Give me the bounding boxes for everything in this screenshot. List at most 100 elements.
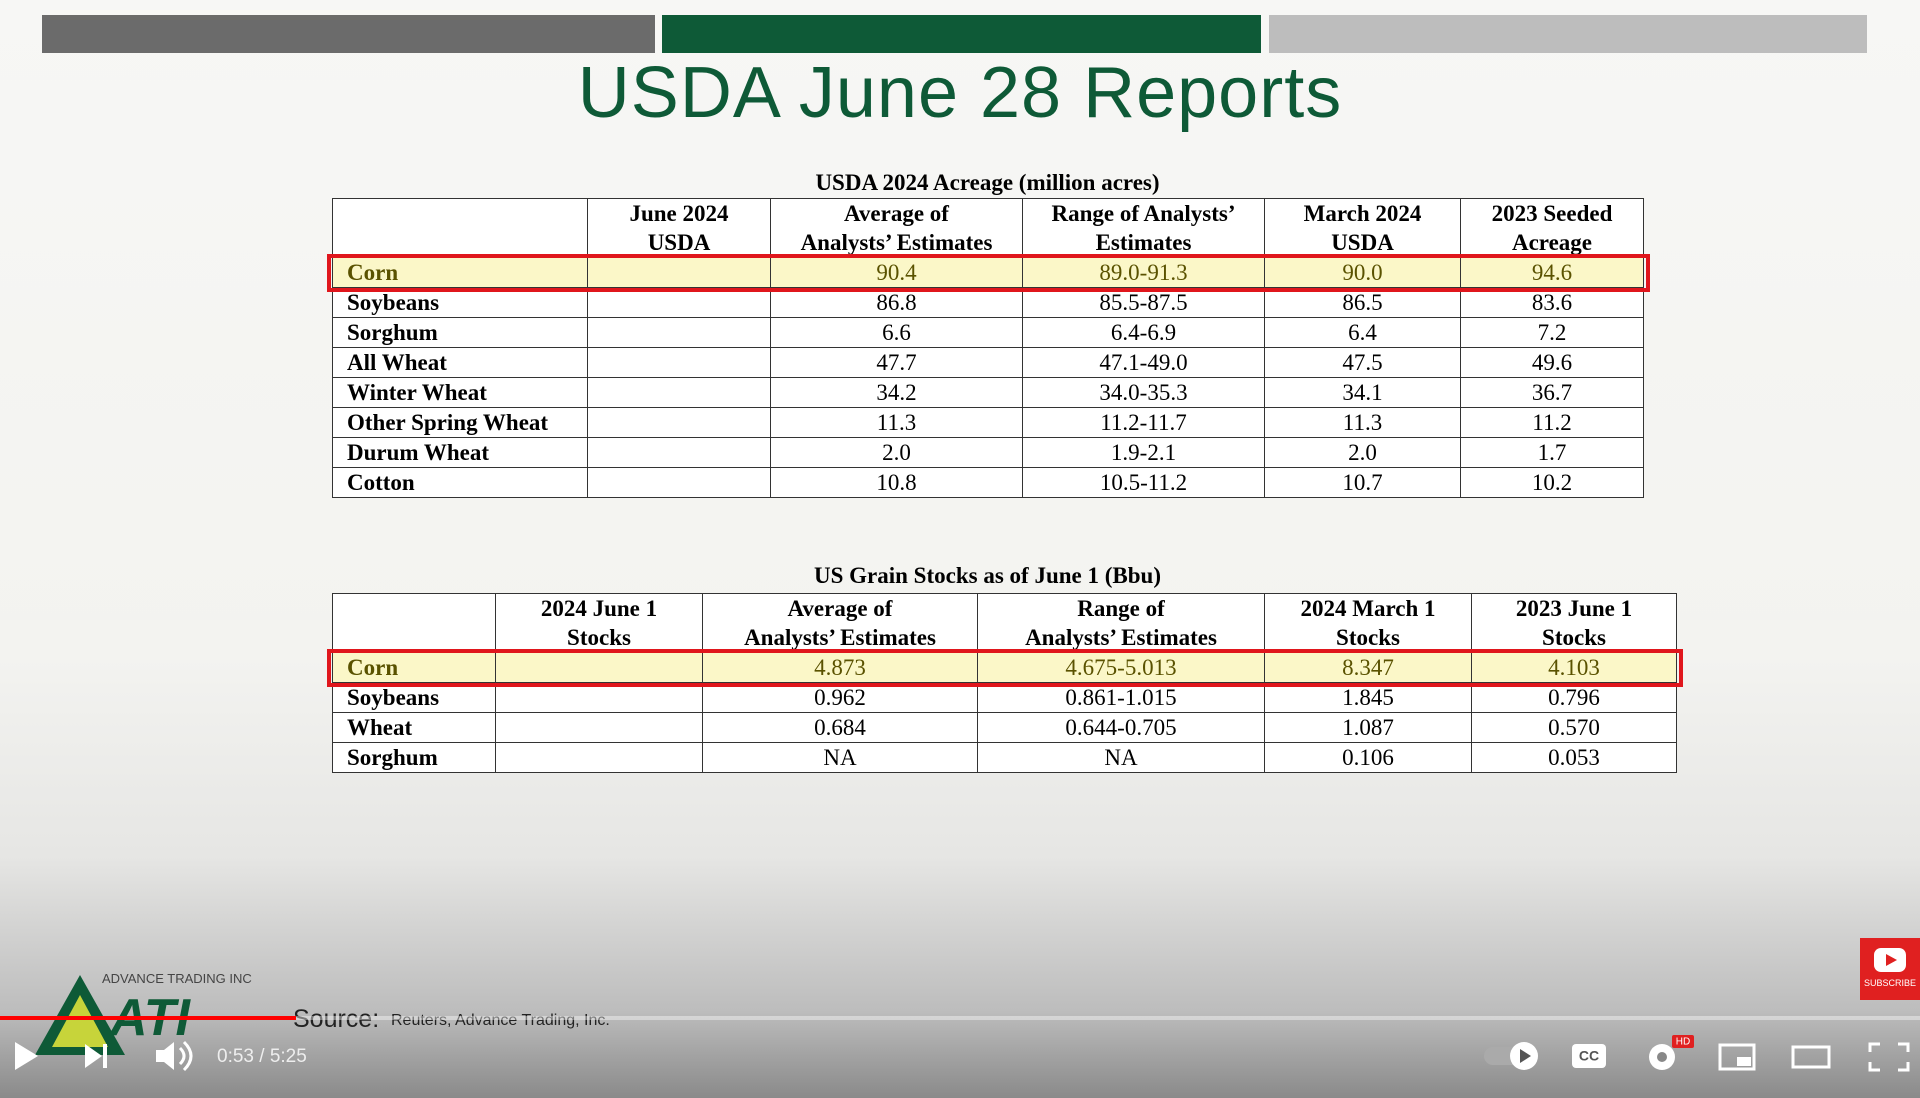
header-line: Analysts’ Estimates	[800, 230, 993, 255]
data-row: Soybeans 86.8 85.5-87.5 86.5 83.6	[332, 287, 1644, 318]
row-label: All Wheat	[332, 347, 588, 378]
cell: 2.0	[770, 437, 1023, 468]
autoplay-toggle[interactable]	[1484, 1042, 1538, 1070]
row-label: Durum Wheat	[332, 437, 588, 468]
header-cell: June 2024 USDA	[587, 198, 771, 258]
header-cell: Average of Analysts’ Estimates	[770, 198, 1023, 258]
progress-bar[interactable]	[0, 1016, 296, 1020]
cell: 47.5	[1264, 347, 1461, 378]
theater-button[interactable]	[1791, 1045, 1831, 1069]
deco-bar	[1269, 15, 1867, 53]
header-cell	[332, 593, 496, 653]
row-label: Wheat	[332, 712, 496, 743]
cell: 0.684	[702, 712, 978, 743]
subscribe-label: SUBSCRIBE	[1863, 978, 1916, 988]
ati-logo: ADVANCE TRADING INC ATI	[35, 971, 252, 1055]
cell: 11.3	[1264, 407, 1461, 438]
cell: 1.845	[1264, 682, 1472, 713]
next-button[interactable]	[85, 1044, 107, 1068]
cell	[587, 437, 771, 468]
header-line: Average of	[844, 201, 949, 226]
row-label: Sorghum	[332, 317, 588, 348]
row-label: Corn	[332, 652, 496, 683]
cell: 0.106	[1264, 742, 1472, 773]
cell: 86.8	[770, 287, 1023, 318]
header-cell: 2024 June 1 Stocks	[495, 593, 703, 653]
deco-bar	[662, 15, 1261, 53]
cell: 49.6	[1460, 347, 1644, 378]
cell: 1.087	[1264, 712, 1472, 743]
row-label: Winter Wheat	[332, 377, 588, 408]
captions-button[interactable]: CC	[1572, 1044, 1606, 1068]
cell	[587, 347, 771, 378]
cell: 10.2	[1460, 467, 1644, 498]
header-line: USDA	[1331, 230, 1394, 255]
header-line: 2023 Seeded	[1491, 201, 1613, 226]
data-row: Soybeans 0.962 0.861-1.015 1.845 0.796	[332, 682, 1677, 713]
cell: NA	[977, 742, 1265, 773]
cell: 6.4-6.9	[1022, 317, 1265, 348]
cell: 10.7	[1264, 467, 1461, 498]
header-line: Range of	[1077, 596, 1165, 621]
header-line: Analysts’ Estimates	[1025, 625, 1217, 650]
cell	[495, 712, 703, 743]
row-label: Sorghum	[332, 742, 496, 773]
data-row: Cotton 10.8 10.5-11.2 10.7 10.2	[332, 467, 1644, 498]
cell	[495, 682, 703, 713]
cell: 34.0-35.3	[1022, 377, 1265, 408]
data-row: Wheat 0.684 0.644-0.705 1.087 0.570	[332, 712, 1677, 743]
cell: 4.675-5.013	[977, 652, 1265, 683]
cell: 0.861-1.015	[977, 682, 1265, 713]
volume-button[interactable]	[156, 1040, 193, 1072]
cell: 90.4	[770, 257, 1023, 288]
cell: 2.0	[1264, 437, 1461, 468]
cell: NA	[702, 742, 978, 773]
cell: 0.644-0.705	[977, 712, 1265, 743]
cell: 0.796	[1471, 682, 1677, 713]
data-row: Other Spring Wheat 11.3 11.2-11.7 11.3 11.2	[332, 407, 1644, 438]
header-cell: Range of Analysts’ Estimates	[1022, 198, 1265, 258]
player-controls: 0:53 / 5:25 CC HD	[0, 1016, 1920, 1072]
settings-button[interactable]: HD	[1649, 1035, 1694, 1070]
source-text: Reuters, Advance Trading, Inc.	[391, 1012, 610, 1029]
cell	[587, 377, 771, 408]
cell	[587, 257, 771, 288]
subscribe-button[interactable]: SUBSCRIBE	[1860, 938, 1920, 1000]
cell: 6.6	[770, 317, 1023, 348]
cell: 7.2	[1460, 317, 1644, 348]
cell: 90.0	[1264, 257, 1461, 288]
play-button[interactable]	[15, 1042, 38, 1070]
header-cell: 2023 June 1 Stocks	[1471, 593, 1677, 653]
row-label: Other Spring Wheat	[332, 407, 588, 438]
row-label: Soybeans	[332, 682, 496, 713]
cell: 11.2-11.7	[1022, 407, 1265, 438]
header-line: Range of Analysts’	[1051, 201, 1236, 226]
data-row: Corn 90.4 89.0-91.3 90.0 94.6	[332, 257, 1644, 288]
cell: 94.6	[1460, 257, 1644, 288]
header-cell: Range of Analysts’ Estimates	[977, 593, 1265, 653]
cell: 11.2	[1460, 407, 1644, 438]
cell: 47.7	[770, 347, 1023, 378]
header-cell: March 2024 USDA	[1264, 198, 1461, 258]
header-line: March 2024	[1303, 201, 1422, 226]
hd-badge: HD	[1676, 1037, 1690, 1048]
miniplayer-button[interactable]	[1718, 1043, 1756, 1071]
header-row: 2024 June 1 Stocks Average of Analysts’ Est…	[332, 593, 1677, 653]
cell: 0.053	[1471, 742, 1677, 773]
header-cell: 2023 Seeded Acreage	[1460, 198, 1644, 258]
cell	[587, 317, 771, 348]
cell: 34.1	[1264, 377, 1461, 408]
data-row: Sorghum NA NA 0.106 0.053	[332, 742, 1677, 773]
fullscreen-button[interactable]	[1868, 1042, 1910, 1072]
cell	[587, 287, 771, 318]
cell: 47.1-49.0	[1022, 347, 1265, 378]
row-label: Corn	[332, 257, 588, 288]
time-display: 0:53 / 5:25	[217, 1046, 307, 1067]
cell: 10.5-11.2	[1022, 467, 1265, 498]
row-label: Cotton	[332, 467, 588, 498]
cc-label: CC	[1579, 1048, 1599, 1064]
header-line: 2024 June 1	[540, 596, 658, 621]
cell: 0.962	[702, 682, 978, 713]
table-caption: US Grain Stocks as of June 1 (Bbu)	[814, 563, 1161, 588]
